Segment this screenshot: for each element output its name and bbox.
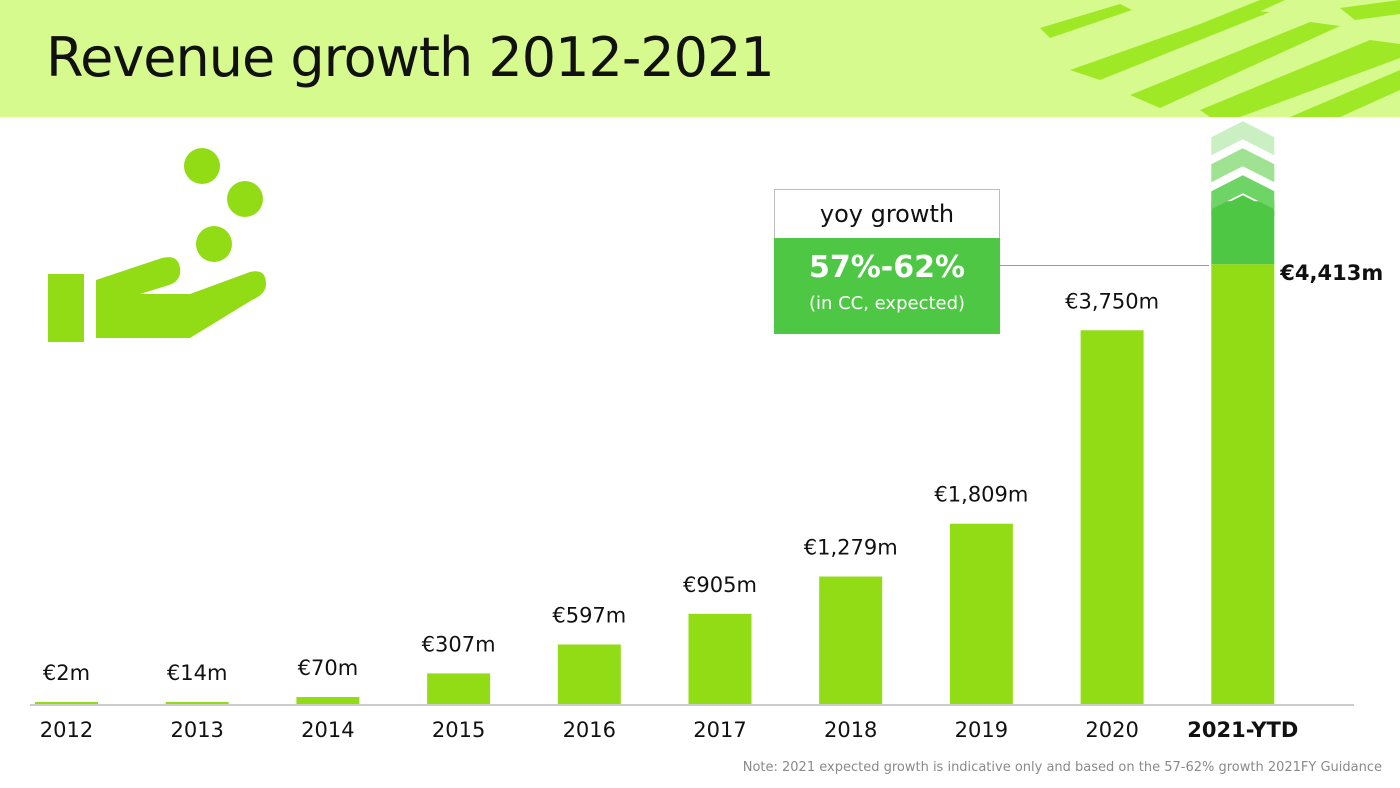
- x-tick-label-2013: 2013: [170, 718, 223, 742]
- callout-subtext: (in CC, expected): [808, 293, 966, 314]
- data-label-2016: €597m: [552, 604, 626, 628]
- x-tick-label-2018: 2018: [824, 718, 877, 742]
- data-label-2014: €70m: [298, 656, 359, 680]
- data-label-2017: €905m: [683, 573, 757, 597]
- bar-2014: [296, 697, 360, 704]
- x-tick-label-2012: 2012: [40, 718, 93, 742]
- x-tick-label-2014: 2014: [301, 718, 354, 742]
- growth-chevron-1: [1211, 175, 1275, 210]
- header-banner: Revenue growth 2012-2021: [0, 0, 1400, 117]
- bar-2021-ytd: [1211, 264, 1275, 704]
- x-tick-label-2016: 2016: [563, 718, 616, 742]
- bar-2015: [427, 673, 491, 704]
- callout-heading: yoy growth: [774, 189, 1000, 238]
- data-label-2021-ytd: €4,413m: [1279, 261, 1383, 285]
- data-label-2015: €307m: [422, 632, 496, 656]
- x-tick-label-2015: 2015: [432, 718, 485, 742]
- x-tick-label-2017: 2017: [693, 718, 746, 742]
- x-tick-label-2021-ytd: 2021-YTD: [1187, 718, 1298, 742]
- page-title: Revenue growth 2012-2021: [46, 26, 775, 89]
- bar-2019: [949, 523, 1013, 704]
- bar-2017: [688, 613, 752, 704]
- growth-chevron-3: [1211, 121, 1275, 156]
- growth-arrow-cap: [1211, 195, 1275, 216]
- bar-2012: [35, 702, 98, 704]
- data-label-2013: €14m: [167, 661, 228, 685]
- callout-value-box: 57%-62% (in CC, expected): [774, 238, 1000, 334]
- bar-2018: [819, 576, 883, 704]
- hand-coins-icon: [48, 148, 266, 342]
- bar-2020: [1080, 330, 1144, 704]
- callout-value: 57%-62%: [808, 250, 966, 285]
- footnote: Note: 2021 expected growth is indicative…: [742, 760, 1382, 775]
- brush-stroke-decoration: [1040, 0, 1400, 117]
- data-label-2018: €1,279m: [804, 536, 898, 560]
- callout-connector-line: [1000, 265, 1209, 266]
- x-tick-label-2020: 2020: [1085, 718, 1138, 742]
- growth-chevron-2: [1211, 148, 1275, 183]
- data-label-2020: €3,750m: [1065, 289, 1159, 313]
- data-label-2012: €2m: [43, 661, 90, 685]
- bar-2013: [165, 702, 229, 704]
- data-label-2019: €1,809m: [934, 483, 1028, 507]
- x-tick-label-2019: 2019: [955, 718, 1008, 742]
- bar-2016: [557, 644, 621, 704]
- yoy-growth-callout: yoy growth 57%-62% (in CC, expected): [774, 189, 1000, 334]
